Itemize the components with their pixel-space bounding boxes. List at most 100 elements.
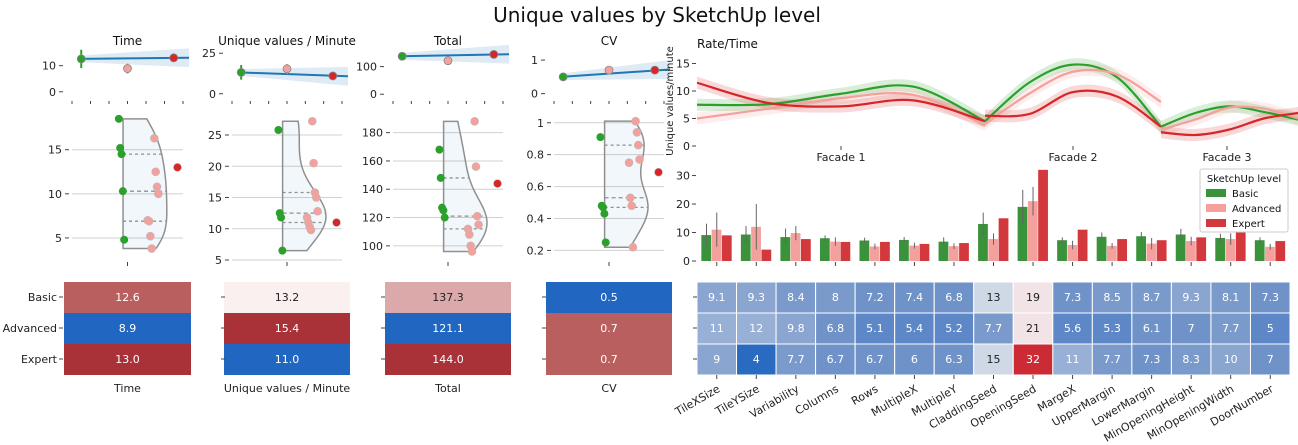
y-tick-label: 5 (215, 254, 222, 267)
heatmap-value: 7.7 (1222, 322, 1240, 335)
bar-expert (1117, 239, 1128, 261)
heatmap-value: 11.0 (275, 353, 300, 366)
bar-expert (1156, 240, 1167, 261)
heatmap-value: 137.3 (432, 291, 464, 304)
bar-basic (938, 241, 949, 261)
bar-advanced (948, 246, 959, 261)
heatmap-cell (224, 282, 350, 313)
time-summary-panel: Time 0 10 (42, 34, 190, 104)
rate-time-panel: Rate/Time Unique values/minute 0 5 10 15 Facad… (665, 37, 1298, 164)
heatmap-cell (1012, 312, 1054, 345)
bar-basic (1017, 206, 1028, 261)
data-point (471, 162, 481, 171)
legend-title: SketchUp level (1207, 174, 1281, 185)
data-point (436, 173, 445, 182)
bar-advanced (830, 241, 841, 261)
heatmap-cell (1170, 343, 1212, 376)
data-point (493, 179, 502, 188)
bar-basic (1096, 236, 1107, 261)
bar-expert (1275, 241, 1286, 261)
bar-expert (840, 241, 851, 261)
heatmap-cell (224, 313, 350, 344)
y-tick-label: 0.6 (527, 181, 545, 194)
heatmap-value: 0.7 (600, 322, 618, 335)
y-tick-label: 0.2 (527, 244, 545, 257)
bar-basic (740, 234, 751, 261)
series-line (984, 68, 1162, 125)
total-violin-panel: 100 120 140 160 180 (362, 117, 503, 266)
bar-basic (978, 223, 988, 261)
data-point (120, 235, 129, 244)
heatmap-value: 5.4 (906, 322, 924, 335)
heatmap-cell (385, 344, 511, 375)
heatmap-value: 5 (1267, 322, 1274, 335)
bar-basic (1254, 240, 1265, 261)
bar-expert (721, 235, 732, 261)
heatmap-value: 6 (911, 353, 918, 366)
heatmap-cell (385, 282, 511, 313)
ci-band (697, 76, 985, 128)
y-tick-label: 15 (208, 192, 222, 205)
heatmap-value: 6.1 (1143, 322, 1161, 335)
time-summary-title: Time (112, 34, 142, 48)
data-point (278, 246, 287, 255)
y-tick-label: 5 (683, 113, 690, 126)
bar-advanced (1225, 239, 1236, 261)
bar-advanced (1186, 241, 1196, 261)
summary-point (558, 72, 568, 82)
heatmap-cell (546, 282, 672, 313)
y-tick-label: 10 (208, 223, 222, 236)
heatmap-value: 7.7 (787, 353, 805, 366)
y-tick-label: 160 (362, 155, 383, 168)
y-tick-label: 0 (209, 88, 216, 101)
summary-heatmap-cv: 0.5 0.7 0.7 CV (546, 282, 672, 395)
y-tick-label: 20 (208, 160, 222, 173)
y-tick-label: 10 (48, 188, 62, 201)
heatmap-value: 19 (1026, 291, 1040, 304)
rate-time-ylabel: Unique values/minute (665, 46, 676, 156)
summary-heatmap-unique-values-minute: 13.2 15.4 11.0 Unique values / Minute (224, 282, 350, 395)
violin-shape (281, 120, 327, 252)
heatmap-value: 5.3 (1103, 322, 1121, 335)
bar-advanced (1265, 246, 1275, 261)
regression-band (238, 66, 348, 86)
y-tick-label: 0 (49, 86, 56, 99)
rate-time-title: Rate/Time (697, 37, 758, 51)
heatmap-value: 6.3 (945, 353, 963, 366)
summary-point (604, 65, 614, 75)
data-point (440, 213, 449, 222)
regression-band (399, 44, 509, 64)
heatmap-cell (736, 312, 777, 345)
bar-expert (761, 249, 772, 261)
y-tick-label: 120 (362, 212, 383, 225)
heatmap-cell (1131, 343, 1172, 376)
summary-point (443, 56, 453, 66)
bar-basic (859, 240, 870, 261)
heatmap-value: 7.3 (1261, 291, 1279, 304)
heatmap-value: 8 (832, 291, 839, 304)
heatmap-value: 5.6 (1064, 322, 1082, 335)
bar-expert (998, 218, 1009, 261)
heatmap-cell (1012, 281, 1054, 314)
data-point (313, 206, 322, 216)
data-point (144, 216, 154, 226)
heatmap-value: 13.0 (115, 353, 140, 366)
summary-heatmap-total: 137.3 121.1 144.0 Total (385, 282, 511, 395)
data-point (116, 143, 125, 152)
summary-point (650, 65, 660, 75)
y-tick-label: 100 (362, 240, 383, 253)
heatmap-value: 0.5 (600, 291, 618, 304)
data-point (600, 209, 609, 218)
heatmap-xlabel: CV (601, 382, 617, 395)
legend: SketchUp level Basic Advanced Expert (1199, 168, 1289, 233)
y-tick-label: 0 (370, 88, 377, 101)
y-tick-label: 10 (42, 60, 56, 73)
series-line (696, 84, 986, 123)
y-tick-label: 140 (362, 183, 383, 196)
uvm-violin-panel: 5 10 15 20 25 (208, 116, 342, 267)
ci-band (697, 79, 985, 128)
data-point (439, 206, 448, 215)
summary-heatmap-time: 12.6 8.9 13.0 Time (64, 282, 191, 395)
heatmap-row-label: Basic (28, 291, 57, 304)
heatmap-value: 7.4 (906, 291, 924, 304)
